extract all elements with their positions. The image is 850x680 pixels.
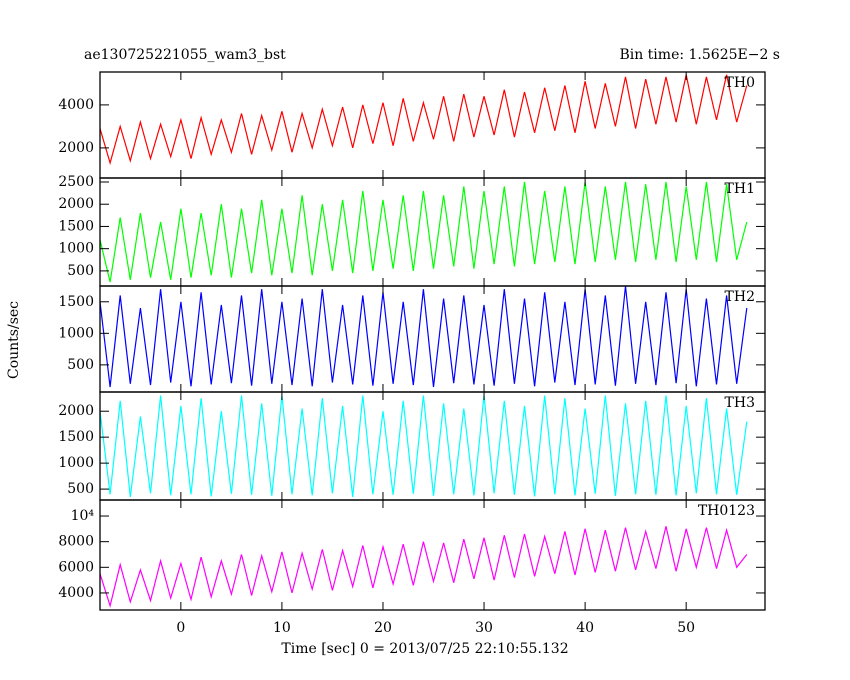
y-tick-label: 4000 bbox=[58, 585, 94, 601]
panel-label: TH3 bbox=[725, 395, 755, 411]
x-tick-label: 20 bbox=[374, 620, 392, 636]
y-tick-label: 2000 bbox=[58, 403, 94, 419]
y-tick-label: 500 bbox=[67, 481, 94, 497]
x-tick-label: 0 bbox=[176, 620, 185, 636]
y-tick-label: 1000 bbox=[58, 455, 94, 471]
y-tick-label: 4000 bbox=[58, 97, 94, 113]
x-tick-label: 30 bbox=[475, 620, 493, 636]
y-tick-label: 10⁴ bbox=[71, 508, 95, 524]
bin-time: Bin time: 1.5625E−2 s bbox=[619, 47, 780, 63]
x-tick-label: 10 bbox=[273, 620, 291, 636]
panel-frame bbox=[99, 177, 766, 287]
y-tick-label: 1500 bbox=[58, 429, 94, 445]
data-line bbox=[99, 74, 748, 166]
y-tick-label: 2500 bbox=[58, 174, 94, 190]
y-tick-label: 1000 bbox=[58, 325, 94, 341]
panel-frame bbox=[99, 499, 766, 611]
y-tick-label: 1000 bbox=[58, 241, 94, 257]
x-tick-label: 50 bbox=[677, 620, 695, 636]
data-line bbox=[99, 285, 748, 388]
panel-label: TH1 bbox=[725, 181, 755, 197]
data-line bbox=[99, 181, 748, 283]
y-tick-label: 2000 bbox=[58, 196, 94, 212]
y-tick-label: 1500 bbox=[58, 218, 94, 234]
y-tick-label: 8000 bbox=[58, 534, 94, 550]
y-tick-label: 500 bbox=[67, 263, 94, 279]
y-tick-label: 2000 bbox=[58, 140, 94, 156]
x-axis-label: Time [sec] 0 = 2013/07/25 22:10:55.132 bbox=[281, 641, 568, 657]
panel-label: TH2 bbox=[725, 289, 755, 305]
x-tick-label: 40 bbox=[576, 620, 594, 636]
y-tick-label: 6000 bbox=[58, 559, 94, 575]
data-line bbox=[99, 395, 748, 497]
panel-label: TH0123 bbox=[698, 503, 755, 519]
chart-title: ae130725221055_wam3_bst bbox=[84, 47, 286, 63]
y-tick-label: 1500 bbox=[58, 294, 94, 310]
data-line bbox=[99, 526, 748, 609]
y-tick-label: 500 bbox=[67, 357, 94, 373]
panel-label: TH0 bbox=[725, 75, 755, 91]
y-axis-label: Counts/sec bbox=[6, 301, 22, 379]
